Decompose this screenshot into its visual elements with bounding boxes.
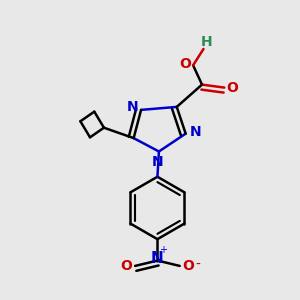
Text: N: N	[189, 125, 201, 139]
Text: O: O	[120, 259, 132, 273]
Text: +: +	[159, 245, 167, 255]
Text: H: H	[201, 34, 212, 49]
Text: N: N	[152, 155, 163, 169]
Text: O: O	[179, 57, 191, 71]
Text: O: O	[227, 81, 239, 94]
Text: O: O	[183, 259, 195, 273]
Text: N: N	[126, 100, 138, 115]
Text: N: N	[151, 251, 164, 266]
Text: -: -	[195, 257, 200, 272]
